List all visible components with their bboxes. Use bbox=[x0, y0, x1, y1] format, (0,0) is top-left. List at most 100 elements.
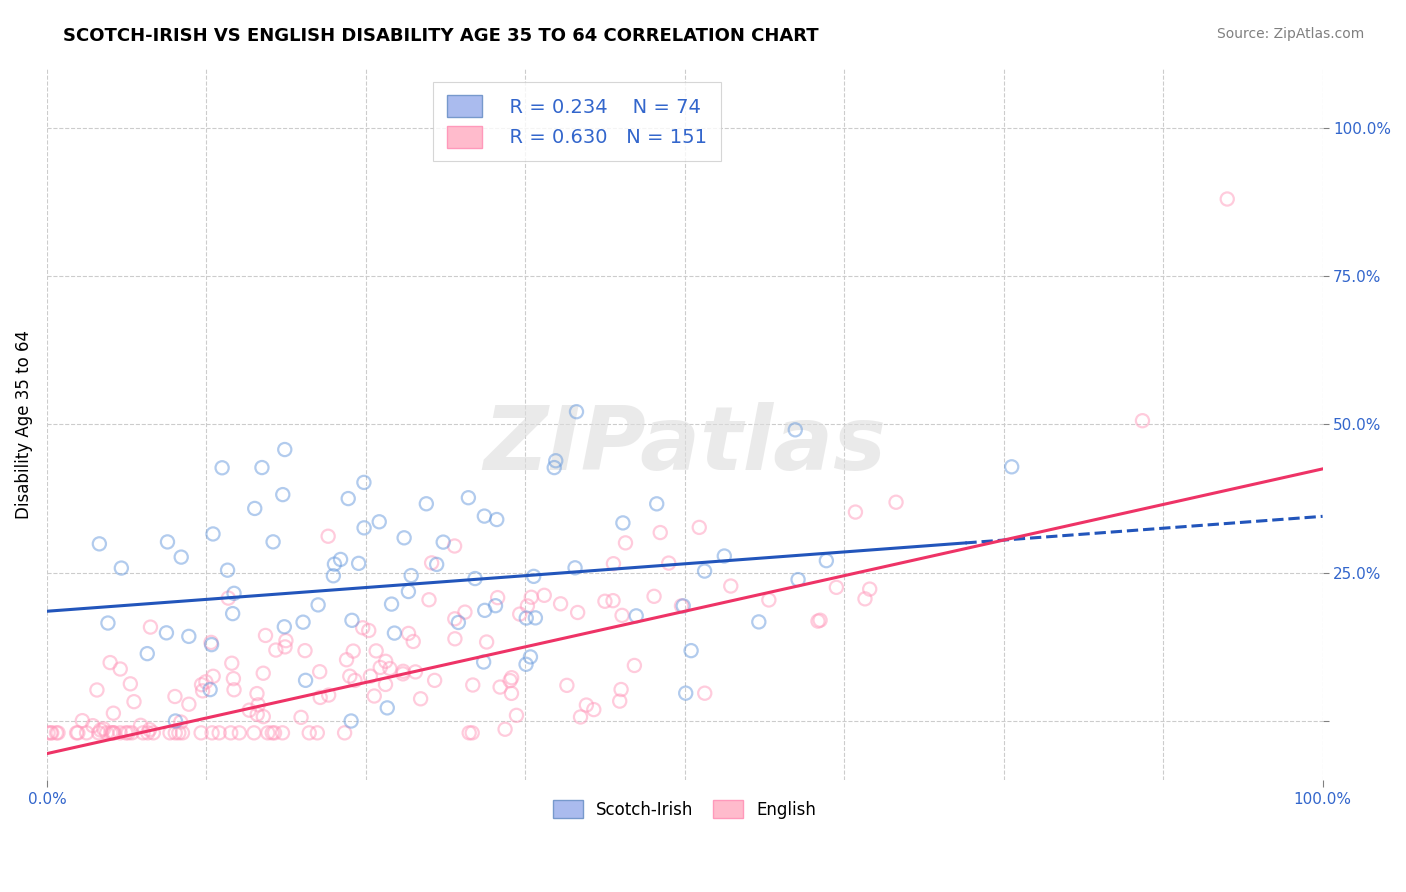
Point bbox=[138, 723, 160, 737]
Point bbox=[499, 673, 522, 688]
Point bbox=[505, 708, 527, 723]
Point bbox=[159, 726, 181, 740]
Point bbox=[221, 607, 243, 621]
Point bbox=[86, 683, 108, 698]
Point bbox=[523, 569, 546, 583]
Point bbox=[785, 423, 807, 437]
Point bbox=[610, 608, 633, 623]
Point bbox=[457, 491, 479, 505]
Point bbox=[46, 726, 69, 740]
Point bbox=[256, 726, 278, 740]
Point bbox=[307, 598, 329, 612]
Point bbox=[142, 726, 165, 740]
Point bbox=[454, 605, 477, 619]
Point bbox=[201, 726, 224, 740]
Point bbox=[519, 649, 541, 664]
Point bbox=[274, 640, 297, 654]
Point bbox=[602, 557, 624, 571]
Point bbox=[273, 620, 295, 634]
Point bbox=[844, 505, 866, 519]
Point bbox=[177, 697, 200, 711]
Point bbox=[250, 460, 273, 475]
Point bbox=[671, 599, 693, 613]
Point bbox=[693, 564, 716, 578]
Point bbox=[132, 726, 155, 740]
Point bbox=[1001, 459, 1024, 474]
Point bbox=[1132, 414, 1154, 428]
Point bbox=[458, 726, 481, 740]
Point bbox=[392, 665, 415, 679]
Point bbox=[121, 726, 143, 740]
Point bbox=[246, 687, 269, 701]
Point bbox=[426, 558, 449, 572]
Point bbox=[101, 726, 124, 740]
Point bbox=[807, 614, 830, 628]
Point bbox=[100, 726, 122, 740]
Point bbox=[544, 454, 567, 468]
Point bbox=[593, 594, 616, 608]
Point bbox=[461, 678, 484, 692]
Point bbox=[323, 557, 346, 571]
Point bbox=[398, 626, 420, 640]
Legend: Scotch-Irish, English: Scotch-Irish, English bbox=[546, 793, 824, 825]
Point bbox=[101, 726, 124, 740]
Point bbox=[567, 606, 589, 620]
Point bbox=[262, 534, 284, 549]
Point bbox=[294, 673, 316, 688]
Point bbox=[274, 633, 297, 648]
Point bbox=[177, 629, 200, 643]
Point bbox=[65, 726, 87, 740]
Point bbox=[853, 591, 876, 606]
Point bbox=[443, 612, 465, 626]
Point bbox=[342, 644, 364, 658]
Point bbox=[89, 537, 111, 551]
Point bbox=[263, 726, 285, 740]
Point bbox=[39, 726, 62, 740]
Point bbox=[353, 521, 375, 535]
Point bbox=[246, 707, 269, 722]
Point bbox=[472, 509, 495, 524]
Point bbox=[475, 635, 498, 649]
Point bbox=[290, 710, 312, 724]
Point bbox=[392, 531, 415, 545]
Point bbox=[555, 678, 578, 692]
Point bbox=[392, 666, 415, 681]
Point bbox=[609, 694, 631, 708]
Point bbox=[264, 643, 287, 657]
Y-axis label: Disability Age 35 to 64: Disability Age 35 to 64 bbox=[15, 330, 32, 519]
Point bbox=[294, 643, 316, 657]
Point bbox=[443, 539, 465, 553]
Point bbox=[748, 615, 770, 629]
Point bbox=[110, 662, 132, 676]
Point bbox=[190, 726, 212, 740]
Point bbox=[66, 726, 89, 740]
Point bbox=[228, 726, 250, 740]
Point bbox=[575, 698, 598, 712]
Point bbox=[420, 556, 443, 570]
Point bbox=[612, 516, 634, 530]
Text: Source: ZipAtlas.com: Source: ZipAtlas.com bbox=[1216, 27, 1364, 41]
Point bbox=[222, 586, 245, 600]
Point bbox=[474, 603, 496, 617]
Point bbox=[569, 710, 592, 724]
Point bbox=[643, 590, 665, 604]
Text: SCOTCH-IRISH VS ENGLISH DISABILITY AGE 35 TO 64 CORRELATION CHART: SCOTCH-IRISH VS ENGLISH DISABILITY AGE 3… bbox=[63, 27, 818, 45]
Point bbox=[90, 723, 112, 737]
Point bbox=[489, 680, 512, 694]
Point bbox=[415, 497, 437, 511]
Text: ZIPatlas: ZIPatlas bbox=[484, 402, 886, 490]
Point bbox=[298, 726, 321, 740]
Point bbox=[672, 599, 695, 613]
Point bbox=[170, 550, 193, 565]
Point bbox=[610, 682, 633, 697]
Point bbox=[329, 552, 352, 566]
Point bbox=[378, 661, 401, 675]
Point bbox=[501, 671, 523, 685]
Point bbox=[307, 726, 329, 740]
Point bbox=[658, 556, 681, 570]
Point bbox=[97, 615, 120, 630]
Point bbox=[156, 535, 179, 549]
Point bbox=[447, 615, 470, 630]
Point bbox=[758, 593, 780, 607]
Point bbox=[363, 689, 385, 703]
